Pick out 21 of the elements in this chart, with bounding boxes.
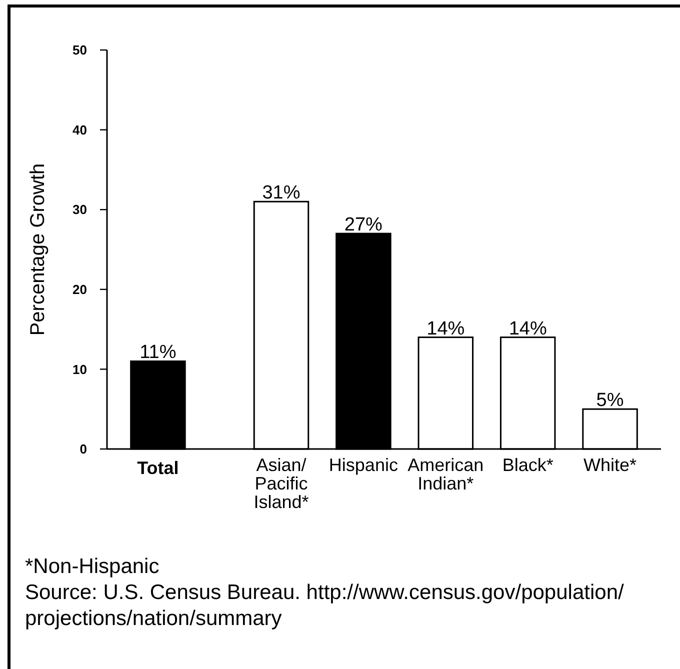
- source-note: Source: U.S. Census Bureau. http://www.census.gov/population/projections/nation/summary: [25, 581, 624, 630]
- y-tick-label: 40: [72, 122, 87, 138]
- data-label: 5%: [596, 390, 624, 412]
- y-tick-label: 50: [72, 42, 87, 58]
- y-tick-label: 10: [72, 362, 87, 377]
- y-tick-label: 20: [72, 282, 87, 297]
- y-tick-label: 30: [72, 202, 87, 218]
- x-tick-label: Total: [137, 458, 179, 478]
- data-label: 14%: [508, 318, 547, 340]
- data-label: 31%: [262, 182, 300, 204]
- x-tick-label: Asian/Pacific Island*: [254, 455, 309, 512]
- data-label: 14%: [426, 318, 465, 340]
- x-tick-label: American Indian*: [408, 455, 484, 494]
- x-tick-label: Black*: [502, 455, 554, 475]
- data-label: 27%: [344, 214, 383, 236]
- y-tick-label: 0: [80, 442, 87, 457]
- x-tick-label: White*: [584, 455, 637, 475]
- x-tick-label: Hispanic: [328, 455, 398, 475]
- data-label: 11%: [140, 342, 176, 364]
- text: *Non-Hispanic: [25, 555, 160, 578]
- y-axis-title: Percentage Growth: [27, 163, 49, 336]
